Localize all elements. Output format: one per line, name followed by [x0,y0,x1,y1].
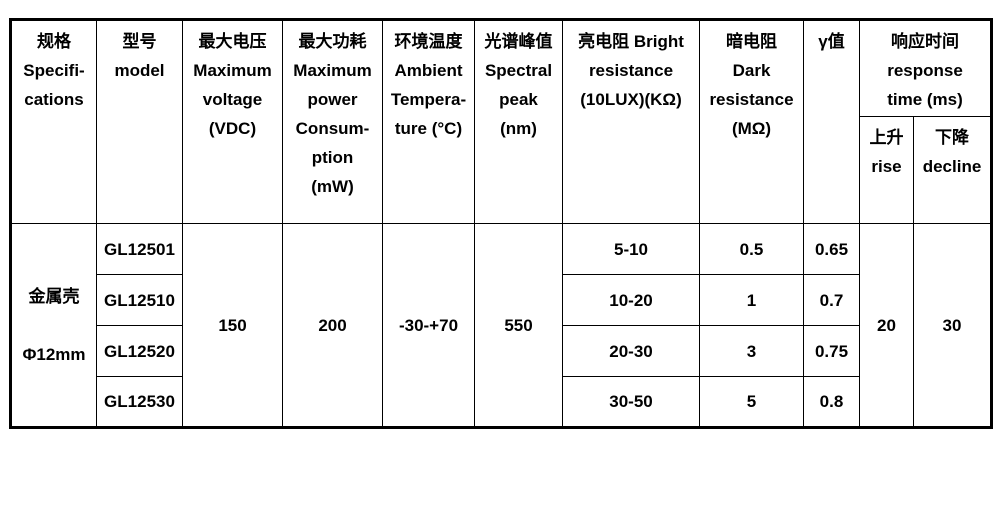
rise-value: 20 [859,223,914,428]
subheader-decline: 下降 decline [913,116,992,224]
gamma-value: 0.65 [803,223,860,275]
table-body: 金属壳 Φ12mm GL12501 150 200 -30-+70 550 5-… [10,223,992,428]
table-header: 规格 Specifi- cations 型号 model 最大电压 Maximu… [10,19,992,224]
spec-group-cell: 金属壳 Φ12mm [10,223,97,428]
header-row-sub: 上升 rise 下降 decline [11,116,992,224]
specifications-table: 规格 Specifi- cations 型号 model 最大电压 Maximu… [9,18,993,429]
model-cell: GL12510 [96,274,183,326]
col-header-specifications: 规格 Specifi- cations [10,19,97,224]
col-header-gamma: γ值 [803,19,860,224]
col-header-ambient-temperature: 环境温度 Ambient Tempera- ture (°C) [382,19,475,224]
col-header-dark-resistance: 暗电阻 Dark resistance (MΩ) [699,19,804,224]
col-header-max-power: 最大功耗 Maximum power Consum- ption (mW) [282,19,383,224]
col-header-max-voltage: 最大电压 Maximum voltage (VDC) [182,19,283,224]
col-header-response-time: 响应时间 response time (ms) [859,19,992,117]
bright-resistance-value: 10-20 [562,274,700,326]
dark-resistance-value: 5 [699,376,804,428]
table-row: GL12510 10-20 1 0.7 [11,274,992,326]
model-cell: GL12520 [96,325,183,377]
gamma-value: 0.75 [803,325,860,377]
table-row: GL12520 20-30 3 0.75 [11,325,992,377]
subheader-rise: 上升 rise [859,116,914,224]
max-power-value: 200 [282,223,383,428]
col-header-spectral-peak: 光谱峰值 Spectral peak (nm) [474,19,563,224]
decline-value: 30 [913,223,992,428]
table-row: 金属壳 Φ12mm GL12501 150 200 -30-+70 550 5-… [10,223,992,428]
gamma-value: 0.8 [803,376,860,428]
model-cell: GL12501 [96,223,183,275]
bright-resistance-value: 5-10 [562,223,700,275]
header-row-main: 规格 Specifi- cations 型号 model 最大电压 Maximu… [10,19,992,224]
table-row: GL12530 30-50 5 0.8 [11,376,992,428]
max-voltage-value: 150 [182,223,283,428]
dark-resistance-value: 1 [699,274,804,326]
dark-resistance-value: 3 [699,325,804,377]
bright-resistance-value: 20-30 [562,325,700,377]
spectral-peak-value: 550 [474,223,563,428]
col-header-bright-resistance: 亮电阻 Bright resistance (10LUX)(KΩ) [562,19,700,224]
ambient-temperature-value: -30-+70 [382,223,475,428]
dark-resistance-value: 0.5 [699,223,804,275]
bright-resistance-value: 30-50 [562,376,700,428]
gamma-value: 0.7 [803,274,860,326]
model-cell: GL12530 [96,376,183,428]
col-header-model: 型号 model [96,19,183,224]
